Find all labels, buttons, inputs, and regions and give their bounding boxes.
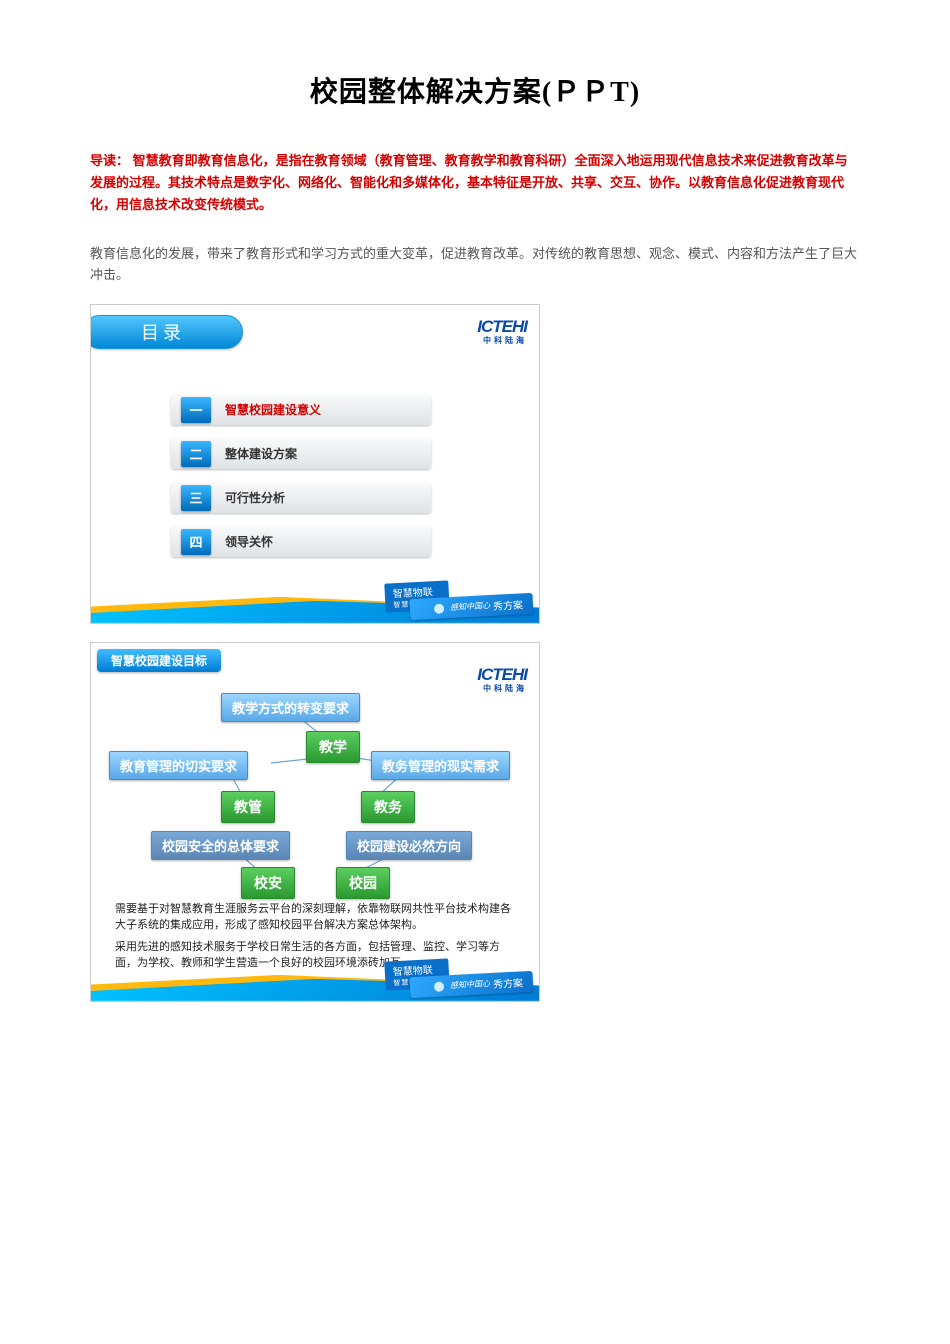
toc-item-num: 四 bbox=[181, 529, 211, 555]
slide-toc: 目录 ICTEHI 中科陆海 一智慧校园建设意义二整体建设方案三可行性分析四领导… bbox=[90, 304, 540, 624]
diagram-node-campus: 校园 bbox=[336, 867, 390, 899]
goals-note-1: 需要基于对智慧教育生涯服务云平台的深刻理解，依靠物联网共性平台技术构建各大子系统… bbox=[115, 901, 515, 934]
logo-main: ICTEHI bbox=[477, 317, 527, 336]
slide-goals: 智慧校园建设目标 ICTEHI 中科陆海 教学方式的转变要求教育管理的切实要求教… bbox=[90, 642, 540, 1002]
toc-item[interactable]: 四领导关怀 bbox=[171, 527, 431, 557]
diagram-node-safe: 校安 bbox=[241, 867, 295, 899]
toc-header-wrap: 目录 bbox=[91, 315, 271, 349]
diagram-node-right: 教务管理的现实需求 bbox=[371, 751, 510, 780]
intro-paragraph: 导读： 智慧教育即教育信息化，是指在教育领域（教育管理、教育教学和教育科研）全面… bbox=[90, 150, 860, 216]
toc-item-label: 智慧校园建设意义 bbox=[225, 401, 321, 418]
diagram-node-affairs: 教务 bbox=[361, 791, 415, 823]
ribbon-tag-main: 秀方案 bbox=[493, 596, 524, 613]
logo-main: ICTEHI bbox=[477, 665, 527, 684]
toc-item[interactable]: 三可行性分析 bbox=[171, 483, 431, 513]
slide-ribbon: 智慧物联 智慧物联专家 感知中国心 秀方案 bbox=[91, 961, 539, 1001]
toc-item-label: 可行性分析 bbox=[225, 489, 285, 506]
ribbon-tag-pre: 感知中国心 bbox=[450, 600, 491, 613]
goals-diagram: 教学方式的转变要求教育管理的切实要求 教务管理的现实需求教学教管 教务校园安全的总体… bbox=[91, 683, 539, 893]
ribbon-tag-pre: 感知中国心 bbox=[450, 978, 491, 991]
intro-label: 导读： bbox=[90, 153, 129, 168]
toc-item-num: 一 bbox=[181, 397, 211, 423]
brand-logo: ICTEHI 中科陆海 bbox=[477, 317, 527, 346]
logo-sub: 中科陆海 bbox=[477, 335, 527, 346]
toc-header-pill: 目录 bbox=[90, 315, 243, 349]
diagram-node-top: 教学方式的转变要求 bbox=[221, 693, 360, 722]
toc-item-num: 三 bbox=[181, 485, 211, 511]
diagram-node-teach: 教学 bbox=[306, 731, 360, 763]
goals-tab: 智慧校园建设目标 bbox=[97, 649, 221, 672]
toc-item[interactable]: 二整体建设方案 bbox=[171, 439, 431, 469]
page-title: 校园整体解决方案(ＰＰT) bbox=[90, 70, 860, 110]
ribbon-tag-main: 秀方案 bbox=[493, 974, 524, 991]
slide-ribbon: 智慧物联 智慧物联专家 感知中国心 秀方案 bbox=[91, 583, 539, 623]
diagram-node-dir: 校园建设必然方向 bbox=[346, 831, 472, 860]
toc-menu: 一智慧校园建设意义二整体建设方案三可行性分析四领导关怀 bbox=[171, 395, 431, 571]
diagram-node-left: 教育管理的切实要求 bbox=[109, 751, 248, 780]
diagram-node-mgmt: 教管 bbox=[221, 791, 275, 823]
toc-item-label: 整体建设方案 bbox=[225, 445, 297, 462]
toc-item-label: 领导关怀 bbox=[225, 533, 273, 550]
diagram-node-sec: 校园安全的总体要求 bbox=[151, 831, 290, 860]
toc-item[interactable]: 一智慧校园建设意义 bbox=[171, 395, 431, 425]
toc-header-text: 目录 bbox=[141, 319, 185, 345]
intro-text: 智慧教育即教育信息化，是指在教育领域（教育管理、教育教学和教育科研）全面深入地运… bbox=[90, 153, 848, 212]
body-paragraph: 教育信息化的发展，带来了教育形式和学习方式的重大变革，促进教育改革。对传统的教育… bbox=[90, 244, 860, 286]
toc-item-num: 二 bbox=[181, 441, 211, 467]
